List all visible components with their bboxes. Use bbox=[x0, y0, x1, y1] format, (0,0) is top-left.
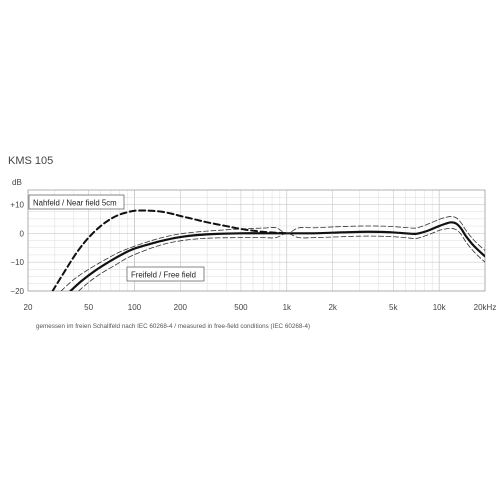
x-tick-label: 5k bbox=[389, 303, 398, 312]
x-tick-label: 20 bbox=[24, 303, 33, 312]
tick-labels: 20 50 100 200 500 1k 2k 5k 10k 20kHz +10 0 −10 −20 bbox=[10, 200, 496, 312]
x-tick-label: 500 bbox=[234, 303, 248, 312]
series-line-2 bbox=[60, 216, 485, 291]
chart-title: KMS 105 bbox=[8, 155, 54, 167]
series-line-1 bbox=[69, 221, 485, 291]
series-line-4 bbox=[51, 209, 288, 291]
series-line-3 bbox=[78, 227, 485, 291]
x-tick-label: 50 bbox=[84, 303, 93, 312]
series-group bbox=[51, 209, 485, 291]
free-field-label: Freifeld / Free field bbox=[131, 271, 196, 280]
y-tick-label: −20 bbox=[10, 287, 24, 296]
y-tick-label: 0 bbox=[20, 229, 25, 238]
x-tick-label: 10k bbox=[433, 303, 447, 312]
x-tick-label: 100 bbox=[128, 303, 142, 312]
near-field-annotation: Nahfeld / Near field 5cm bbox=[28, 194, 125, 210]
plot-frame bbox=[27, 189, 486, 292]
x-tick-label: 1k bbox=[283, 303, 292, 312]
y-tick-label: −10 bbox=[10, 258, 24, 267]
x-tick-label: 2k bbox=[328, 303, 337, 312]
y-tick-label: +10 bbox=[10, 200, 24, 209]
measurement-footnote: gemessen im freien Schallfeld nach IEC 6… bbox=[36, 323, 311, 330]
near-field-label: Nahfeld / Near field 5cm bbox=[33, 199, 117, 208]
y-axis-unit-label: dB bbox=[12, 178, 22, 187]
x-tick-label: 200 bbox=[174, 303, 188, 312]
x-tick-label: 20kHz bbox=[474, 303, 497, 312]
free-field-annotation: Freifeld / Free field bbox=[126, 266, 205, 282]
